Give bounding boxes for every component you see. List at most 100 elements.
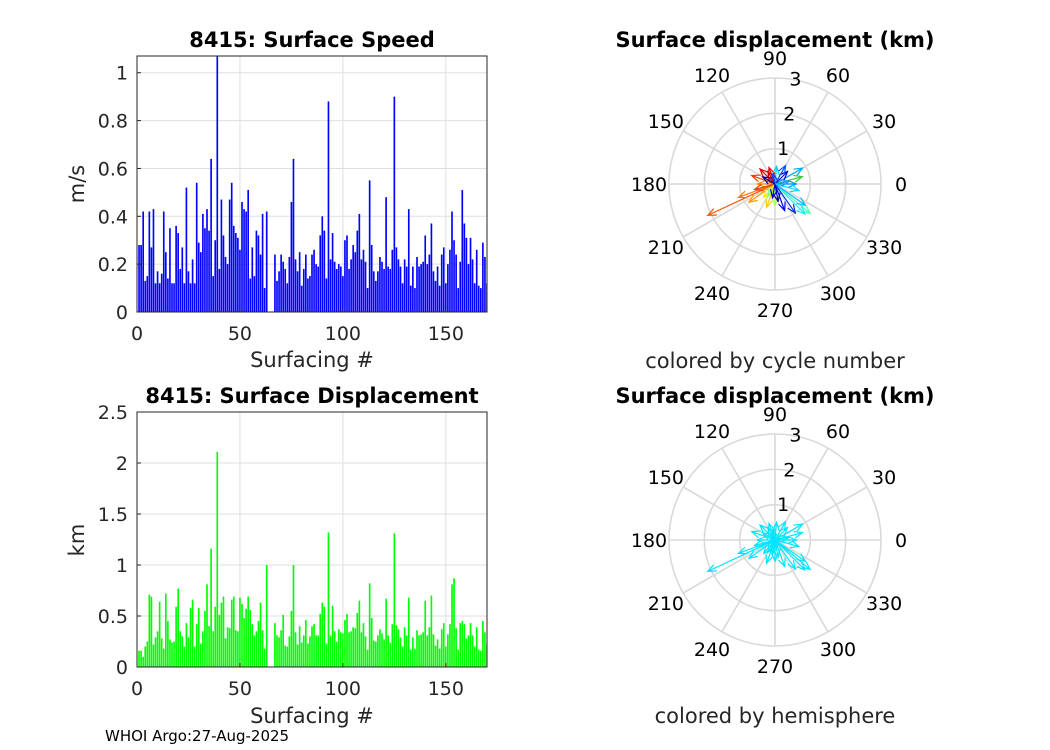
polar-hemisphere-arrow-head — [761, 532, 772, 541]
polar-hemisphere-spoke — [774, 539, 829, 633]
polar-cycle-arrow — [774, 170, 789, 185]
displacement-bar — [368, 583, 371, 667]
displacement-bar — [167, 621, 169, 667]
displacement-bar — [307, 643, 309, 667]
displacement-bar — [154, 637, 157, 667]
speed-bar — [414, 288, 416, 312]
polar-cycle-arrow — [774, 183, 797, 215]
speed-bar — [360, 259, 363, 312]
displacement-bar — [416, 630, 418, 667]
displacement-bar — [286, 646, 289, 667]
speed-bar — [484, 256, 486, 312]
polar-cycle-arrow-head — [778, 170, 789, 181]
polar-cycle-arrow — [747, 183, 776, 204]
displacement-bar — [239, 597, 241, 667]
polar-hemisphere-arrow — [765, 539, 776, 565]
speed-bar — [239, 249, 241, 312]
speed-bar — [237, 237, 239, 312]
displacement-bar — [350, 631, 352, 667]
polar-cycle-radius-label: 3 — [789, 69, 801, 91]
speed-bar — [451, 211, 453, 312]
displacement-bar — [451, 584, 453, 667]
displacement-bar — [329, 635, 332, 667]
speed-bar — [379, 256, 381, 312]
displacement-x-ticks: 0 50 100 150 — [131, 663, 464, 700]
displacement-x-tick-label: 0 — [131, 678, 143, 700]
displacement-bar — [484, 632, 486, 667]
polar-hemisphere-angle-label: 270 — [757, 656, 793, 678]
speed-y-tick-label: 0.8 — [98, 111, 128, 133]
displacement-bar — [389, 642, 392, 667]
speed-bar — [321, 216, 324, 312]
polar-cycle-title: Surface displacement (km) — [615, 28, 934, 52]
speed-bar — [307, 278, 309, 312]
polar-cycle-arrow — [769, 183, 778, 200]
polar-hemisphere-angle-label: 120 — [694, 421, 730, 443]
polar-hemisphere-arrow-shaft — [707, 539, 776, 572]
polar-cycle-arrow-head — [753, 183, 764, 192]
polar-hemisphere-arrow-shaft — [759, 524, 776, 541]
speed-bar — [397, 259, 400, 312]
polar-hemisphere-angle-label: 0 — [895, 530, 907, 552]
speed-bar — [274, 254, 276, 312]
speed-bar — [401, 283, 404, 312]
speed-bar — [348, 268, 350, 312]
displacement-x-tick-label: 150 — [428, 678, 464, 700]
polar-hemisphere-arrow-shaft — [774, 539, 806, 562]
polar-hemisphere-arrow-shaft — [772, 529, 776, 541]
speed-bar — [142, 211, 144, 312]
speed-bar — [416, 256, 418, 312]
displacement-bar — [442, 623, 445, 667]
displacement-bar — [377, 635, 379, 667]
speed-bar — [436, 266, 439, 312]
displacement-bar — [381, 633, 383, 667]
displacement-bar — [247, 596, 249, 667]
polar-cycle-arrow-shaft — [754, 183, 776, 191]
displacement-bar — [222, 596, 225, 667]
displacement-bar — [245, 608, 247, 667]
displacement-bar — [158, 601, 161, 667]
speed-x-tick-label: 0 — [131, 323, 143, 345]
displacement-bar — [183, 646, 186, 667]
displacement-bar — [298, 626, 301, 667]
polar-cycle-arrow-shaft — [774, 180, 790, 185]
polar-hemisphere-arrow-shaft — [767, 539, 776, 553]
polar-cycle-arrow-shaft — [707, 183, 776, 216]
speed-bar — [181, 247, 184, 312]
speed-bar — [426, 264, 429, 312]
polar-cycle-arrow-head — [771, 164, 780, 176]
speed-bar — [167, 278, 169, 312]
displacement-bar — [193, 646, 196, 667]
displacement-bar — [274, 623, 276, 667]
polar-cycle-arrow — [774, 183, 807, 216]
polar-cycle-arrow-shaft — [759, 168, 776, 185]
speed-bar — [162, 211, 165, 312]
speed-bar — [212, 276, 214, 312]
speed-bar — [482, 242, 484, 312]
speed-bar — [434, 280, 437, 312]
speed-bar — [286, 283, 289, 312]
polar-hemisphere-arrow — [758, 523, 776, 541]
speed-bar — [422, 261, 424, 312]
polar-cycle-arrow-head — [793, 167, 804, 176]
displacement-bar — [144, 646, 147, 667]
speed-bar — [278, 271, 280, 312]
speed-bar — [405, 266, 408, 312]
displacement-bar — [364, 636, 367, 667]
speed-bar — [438, 285, 441, 312]
speed-bar — [160, 273, 163, 312]
polar-hemisphere-arrow — [774, 523, 804, 541]
displacement-bar — [457, 649, 459, 667]
displacement-bar — [335, 641, 338, 667]
polar-cycle-arrow-shaft — [765, 183, 776, 208]
polar-hemisphere-spoke — [682, 486, 776, 541]
polar-cycle-arrow — [774, 183, 786, 213]
displacement-bar — [399, 637, 402, 667]
speed-bar — [226, 264, 229, 312]
speed-bar — [428, 254, 431, 312]
polar-cycle-spoke — [721, 183, 776, 277]
displacement-y-ticks: 0 0.5 1 1.5 2 2.5 — [98, 402, 141, 679]
displacement-bar — [162, 648, 165, 667]
polar-cycle-subtitle: colored by cycle number — [645, 349, 905, 373]
displacement-axes-box — [136, 411, 488, 668]
